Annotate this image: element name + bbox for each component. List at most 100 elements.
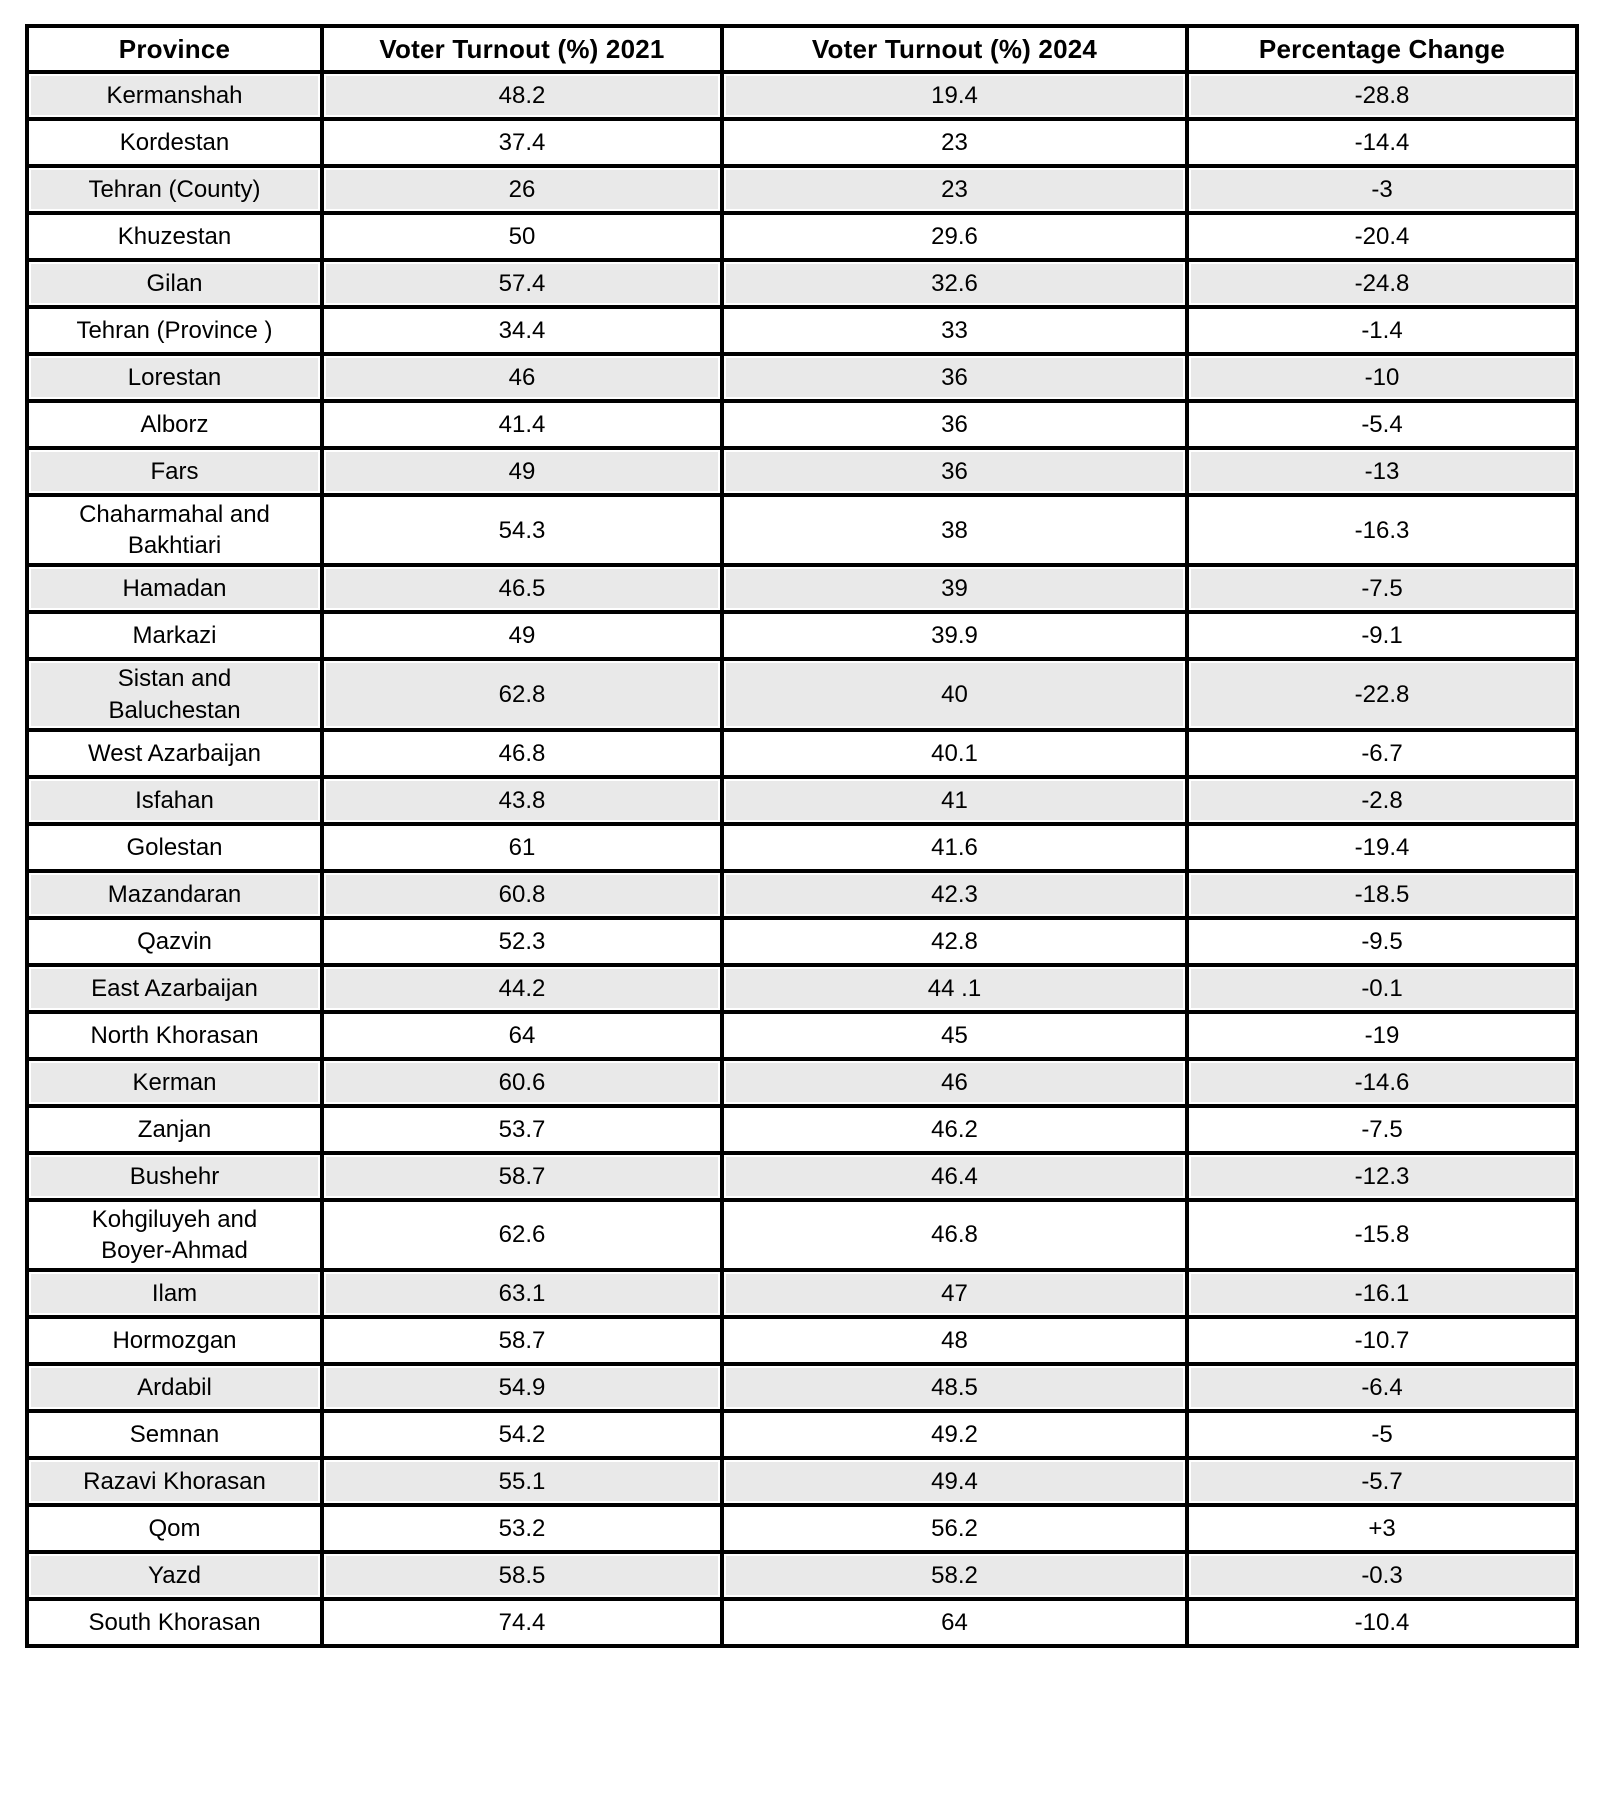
change-cell: -10.7 — [1187, 1317, 1577, 1365]
turnout-2024-cell: 58.2 — [722, 1552, 1187, 1600]
turnout-2024-cell: 19.4 — [722, 72, 1187, 119]
turnout-2024-cell: 42.3 — [722, 870, 1187, 918]
province-cell: Sistan and Baluchestan — [27, 659, 322, 730]
turnout-2024-cell: 49.2 — [722, 1411, 1187, 1459]
province-cell: Ilam — [27, 1270, 322, 1318]
turnout-2021-cell: 60.6 — [322, 1058, 722, 1106]
table-body: Kermanshah 48.2 19.4 -28.8 Kordestan 37.4 23 -1… — [27, 72, 1577, 1647]
turnout-2024-cell: 48.5 — [722, 1364, 1187, 1412]
turnout-2024-cell: 40 — [722, 659, 1187, 730]
change-cell: -3 — [1187, 166, 1577, 213]
turnout-2021-cell: 53.7 — [322, 1105, 722, 1153]
turnout-2024-cell: 46.8 — [722, 1199, 1187, 1271]
turnout-2021-cell: 46.5 — [322, 565, 722, 613]
turnout-2021-cell: 64 — [322, 1011, 722, 1059]
province-cell: Alborz — [27, 401, 322, 448]
turnout-2024-cell: 29.6 — [722, 213, 1187, 260]
turnout-2024-cell: 39.9 — [722, 612, 1187, 660]
turnout-2024-cell: 47 — [722, 1270, 1187, 1318]
turnout-2024-cell: 42.8 — [722, 917, 1187, 965]
table-row: Kermanshah 48.2 19.4 -28.8 — [27, 72, 1577, 119]
column-header-province: Province — [27, 26, 322, 72]
turnout-2021-cell: 63.1 — [322, 1270, 722, 1318]
column-header-turnout-2024: Voter Turnout (%) 2024 — [722, 26, 1187, 72]
table-row: Markazi 49 39.9 -9.1 — [27, 612, 1577, 660]
turnout-2021-cell: 54.2 — [322, 1411, 722, 1459]
province-cell: Kermanshah — [27, 72, 322, 119]
turnout-2024-cell: 36 — [722, 448, 1187, 495]
change-cell: -15.8 — [1187, 1199, 1577, 1271]
table-row: Mazandaran 60.8 42.3 -18.5 — [27, 870, 1577, 918]
province-cell: Khuzestan — [27, 213, 322, 260]
province-cell: Yazd — [27, 1552, 322, 1600]
province-cell: Chaharmahal and Bakhtiari — [27, 495, 322, 566]
turnout-2021-cell: 50 — [322, 213, 722, 260]
table-row: East Azarbaijan 44.2 44 .1 -0.1 — [27, 964, 1577, 1012]
change-cell: -14.6 — [1187, 1058, 1577, 1106]
province-cell: Tehran (Province ) — [27, 307, 322, 354]
change-cell: -12.3 — [1187, 1152, 1577, 1200]
change-cell: -1.4 — [1187, 307, 1577, 354]
turnout-2024-cell: 39 — [722, 565, 1187, 613]
table-row: Bushehr 58.7 46.4 -12.3 — [27, 1152, 1577, 1200]
province-cell: Qom — [27, 1505, 322, 1553]
voter-turnout-table: Province Voter Turnout (%) 2021 Voter Tu… — [25, 24, 1579, 1649]
turnout-2021-cell: 62.6 — [322, 1199, 722, 1271]
change-cell: -16.3 — [1187, 495, 1577, 566]
turnout-2021-cell: 58.7 — [322, 1152, 722, 1200]
turnout-2021-cell: 58.7 — [322, 1317, 722, 1365]
change-cell: -22.8 — [1187, 659, 1577, 730]
province-cell: Ardabil — [27, 1364, 322, 1412]
change-cell: -10.4 — [1187, 1599, 1577, 1647]
province-cell: Tehran (County) — [27, 166, 322, 213]
province-cell: Golestan — [27, 823, 322, 871]
province-cell: West Azarbaijan — [27, 729, 322, 777]
turnout-2024-cell: 64 — [722, 1599, 1187, 1647]
turnout-2021-cell: 49 — [322, 612, 722, 660]
province-cell: East Azarbaijan — [27, 964, 322, 1012]
change-cell: -7.5 — [1187, 1105, 1577, 1153]
turnout-2024-cell: 40.1 — [722, 729, 1187, 777]
turnout-2024-cell: 23 — [722, 166, 1187, 213]
province-cell: Markazi — [27, 612, 322, 660]
table-row: West Azarbaijan 46.8 40.1 -6.7 — [27, 729, 1577, 777]
table-row: Alborz 41.4 36 -5.4 — [27, 401, 1577, 448]
turnout-2024-cell: 48 — [722, 1317, 1187, 1365]
table-row: Razavi Khorasan 55.1 49.4 -5.7 — [27, 1458, 1577, 1506]
turnout-2021-cell: 57.4 — [322, 260, 722, 307]
province-cell: Kerman — [27, 1058, 322, 1106]
table-row: Zanjan 53.7 46.2 -7.5 — [27, 1105, 1577, 1153]
province-cell: Gilan — [27, 260, 322, 307]
change-cell: -5 — [1187, 1411, 1577, 1459]
change-cell: -6.4 — [1187, 1364, 1577, 1412]
turnout-2021-cell: 49 — [322, 448, 722, 495]
turnout-2021-cell: 41.4 — [322, 401, 722, 448]
turnout-2024-cell: 38 — [722, 495, 1187, 566]
change-cell: -19.4 — [1187, 823, 1577, 871]
province-cell: Fars — [27, 448, 322, 495]
table-row: Fars 49 36 -13 — [27, 448, 1577, 495]
table-row: Qazvin 52.3 42.8 -9.5 — [27, 917, 1577, 965]
turnout-2021-cell: 43.8 — [322, 776, 722, 824]
province-cell: Kordestan — [27, 119, 322, 166]
turnout-2021-cell: 54.3 — [322, 495, 722, 566]
turnout-2021-cell: 53.2 — [322, 1505, 722, 1553]
turnout-2021-cell: 61 — [322, 823, 722, 871]
table-row: Ilam 63.1 47 -16.1 — [27, 1270, 1577, 1318]
change-cell: -13 — [1187, 448, 1577, 495]
change-cell: -20.4 — [1187, 213, 1577, 260]
table-row: Ardabil 54.9 48.5 -6.4 — [27, 1364, 1577, 1412]
table-row: Kordestan 37.4 23 -14.4 — [27, 119, 1577, 166]
change-cell: -5.7 — [1187, 1458, 1577, 1506]
province-cell: Qazvin — [27, 917, 322, 965]
change-cell: -24.8 — [1187, 260, 1577, 307]
table-row: Qom 53.2 56.2 +3 — [27, 1505, 1577, 1553]
turnout-2021-cell: 62.8 — [322, 659, 722, 730]
turnout-2021-cell: 54.9 — [322, 1364, 722, 1412]
table-row: Khuzestan 50 29.6 -20.4 — [27, 213, 1577, 260]
table-row: Yazd 58.5 58.2 -0.3 — [27, 1552, 1577, 1600]
province-cell: Semnan — [27, 1411, 322, 1459]
change-cell: -6.7 — [1187, 729, 1577, 777]
turnout-2021-cell: 34.4 — [322, 307, 722, 354]
turnout-2024-cell: 36 — [722, 401, 1187, 448]
